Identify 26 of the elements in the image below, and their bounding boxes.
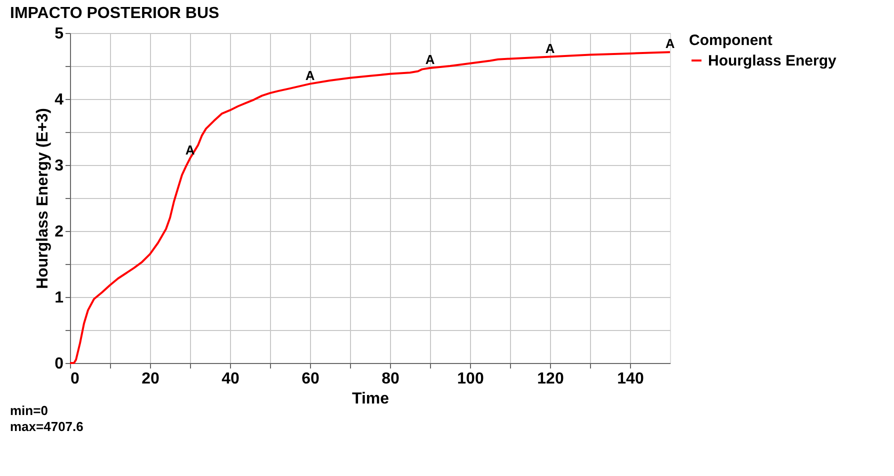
text: min=0 — [10, 403, 48, 418]
annotation: A — [185, 142, 196, 158]
legend-title: Component — [689, 32, 772, 49]
x-axis-title: Time — [352, 390, 390, 408]
y-tick-label: 1 — [54, 290, 64, 306]
x-tick-label: 80 — [382, 370, 400, 388]
y-tick-label: 4 — [54, 92, 64, 108]
y-tick-label: 3 — [54, 158, 64, 174]
x-tick-label: 60 — [302, 370, 320, 388]
x-tick-label: 100 — [457, 370, 484, 388]
y-tick-label: 0 — [54, 356, 64, 372]
y-axis-title: Hourglass Energy (E+3) — [34, 108, 52, 289]
legend-label: Hourglass Energy — [708, 52, 838, 70]
y-tick-label: 2 — [54, 224, 64, 240]
text: max=4707.6 — [10, 419, 84, 434]
x-tick-label: 0 — [70, 370, 80, 388]
chart-title: IMPACTO POSTERIOR BUS — [10, 5, 220, 22]
annotation: A — [545, 40, 556, 56]
x-tick-label: 40 — [222, 370, 240, 388]
annotation: A — [665, 36, 676, 52]
y-tick-label: 5 — [54, 26, 64, 42]
x-tick-label: 20 — [142, 370, 160, 388]
x-tick-label: 140 — [617, 370, 644, 388]
x-tick-label: 120 — [537, 370, 564, 388]
annotation: A — [425, 52, 436, 67]
annotation: A — [305, 68, 316, 83]
